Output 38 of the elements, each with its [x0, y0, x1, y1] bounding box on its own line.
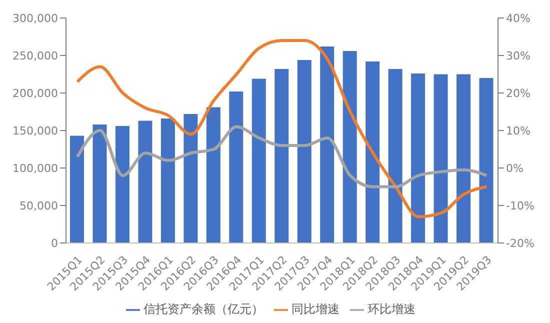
bar [160, 118, 175, 243]
bar [252, 78, 266, 243]
y-tick-label: 100,000 [12, 162, 58, 175]
y2-tick-label: -20% [506, 236, 534, 250]
y-tick-label: 50,000 [20, 199, 58, 212]
bar [411, 74, 426, 243]
bar [388, 69, 402, 243]
bar [92, 124, 107, 243]
line-series [76, 125, 488, 188]
y2-tick-label: 40% [506, 12, 530, 25]
legend-label: 同比增速 [292, 302, 340, 316]
bar [320, 46, 334, 243]
bar [229, 92, 244, 243]
y-tick-label: 0 [51, 236, 58, 250]
legend-label: 信托资产余额（亿元） [144, 302, 264, 316]
bar [297, 60, 312, 243]
y2-tick-label: 30% [506, 49, 530, 62]
bar [115, 126, 130, 243]
bar [70, 136, 84, 243]
y-tick-label: 200,000 [12, 86, 58, 100]
legend-label: 环比增速 [368, 302, 416, 316]
bar [184, 114, 198, 243]
bar [274, 69, 289, 243]
y2-tick-label: 20% [506, 86, 530, 100]
y-tick-label: 150,000 [12, 124, 58, 138]
line-series [76, 39, 488, 218]
bar [206, 107, 220, 243]
bar [342, 51, 357, 243]
y2-tick-label: -10% [506, 199, 534, 212]
bar [138, 120, 152, 243]
y2-tick-label: 10% [506, 124, 530, 138]
y2-tick-label: 0% [506, 162, 524, 175]
y-tick-label: 300,000 [12, 12, 58, 25]
bar [456, 74, 471, 243]
bar [434, 74, 448, 243]
bar [479, 78, 494, 243]
y-tick-label: 250,000 [12, 49, 58, 62]
bar [366, 62, 380, 243]
